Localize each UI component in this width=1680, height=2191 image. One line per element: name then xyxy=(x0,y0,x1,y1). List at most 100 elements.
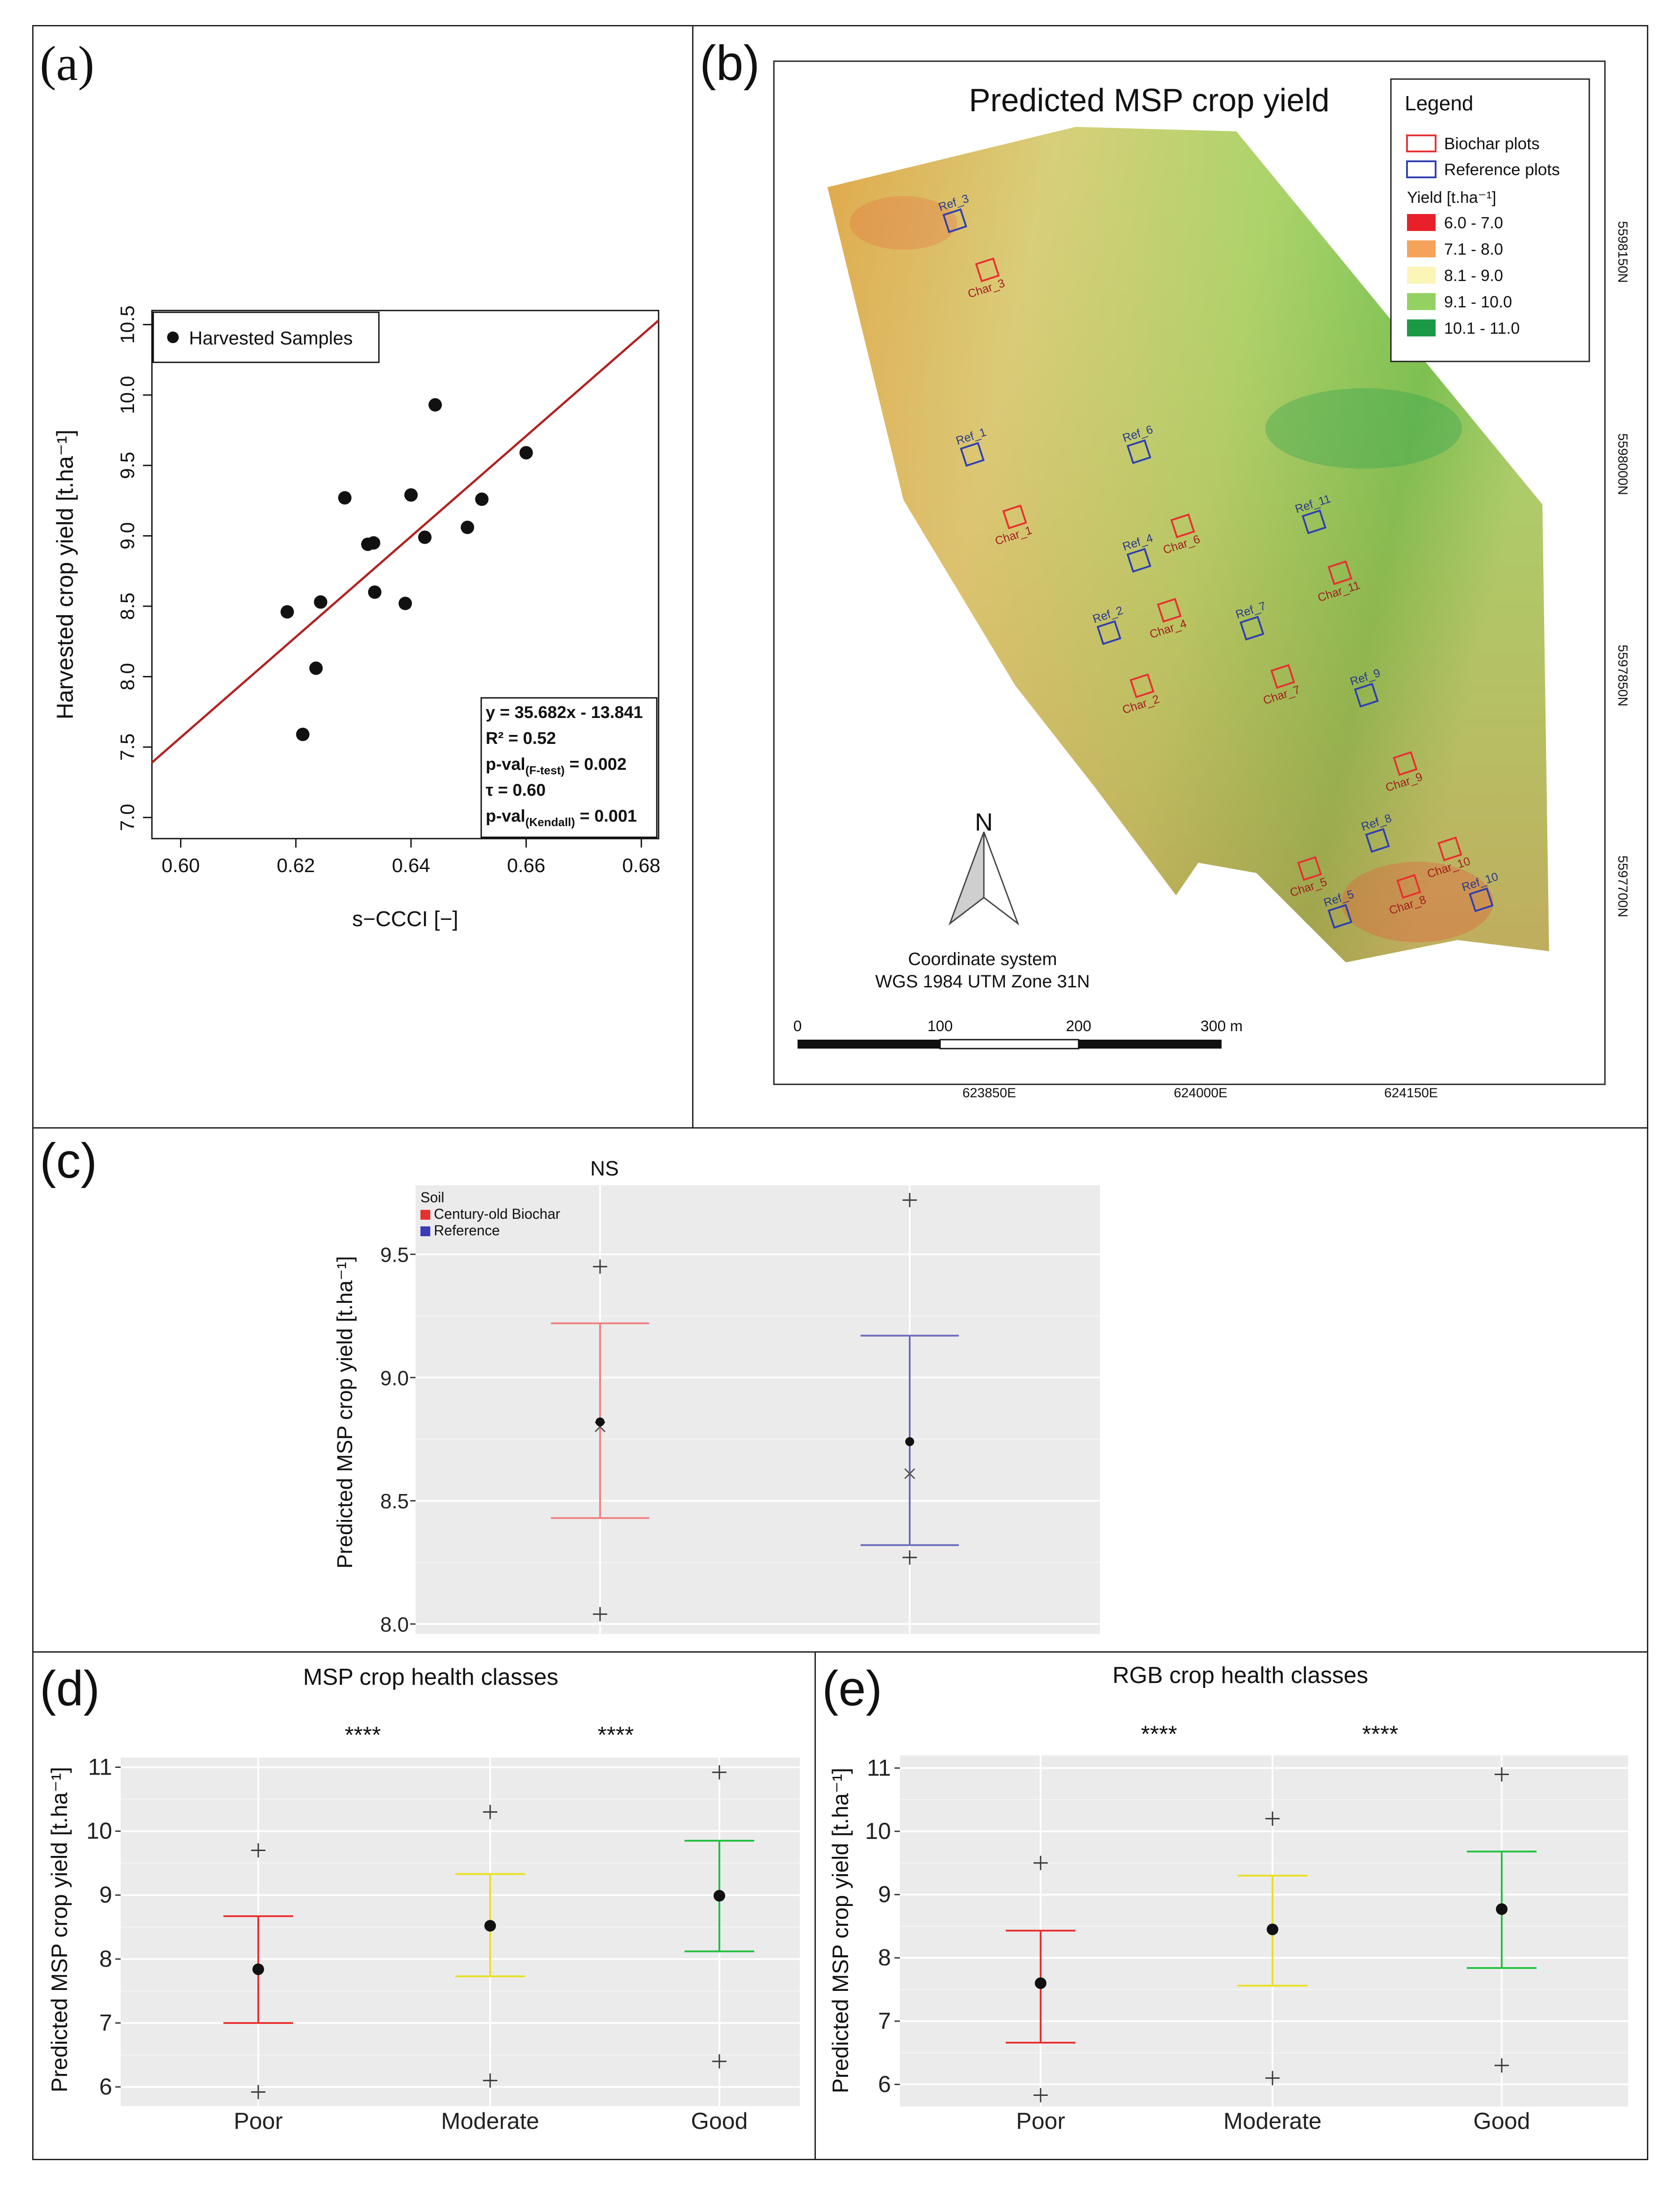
plot-a-ylabel: Harvested crop yield [t.ha⁻¹] xyxy=(52,430,78,720)
biochar-plot-marker xyxy=(1157,598,1182,623)
biochar-plot-marker xyxy=(1130,673,1155,698)
coord-system-line2: WGS 1984 UTM Zone 31N xyxy=(875,972,1090,991)
y-tick-label: 7 xyxy=(99,2010,112,2036)
plot-d-title: MSP crop health classes xyxy=(303,1664,558,1690)
plot-d-background xyxy=(121,1758,800,2106)
plot-a-axes: 0.60 0.62 0.64 0.66 0.68 7.0 7.5 8.0 8.5 9.0 9.5 10… xyxy=(117,306,660,877)
extreme-marker xyxy=(1495,2058,1509,2073)
panel-b-label: (b) xyxy=(700,36,760,91)
scale-label-100: 100 xyxy=(928,1018,953,1035)
y-tick-label: 6 xyxy=(878,2071,891,2097)
legend-class-swatch xyxy=(1407,214,1436,231)
panel-e: (e) 6 7 8 9 10 11 Poor Moderate Good RGB crop h… xyxy=(815,1651,1648,2160)
median-marker xyxy=(904,1468,916,1479)
y-tick-label: 8.5 xyxy=(117,592,139,620)
mean-point xyxy=(484,1920,496,1932)
significance-marker: **** xyxy=(345,1722,381,1748)
legend-swatch-reference xyxy=(420,1226,430,1236)
extreme-marker xyxy=(1495,1767,1509,1782)
extreme-marker xyxy=(903,1550,917,1565)
y-tick-label: 7.0 xyxy=(117,804,139,831)
y-tick-label: 8.5 xyxy=(380,1490,409,1513)
reference-plot-marker xyxy=(1469,887,1494,912)
plot-a-legend-box xyxy=(152,311,380,363)
field-low-yield-zone xyxy=(850,196,957,250)
panel-e-svg: (e) 6 7 8 9 10 11 Poor Moderate Good RGB crop h… xyxy=(822,1661,1628,2134)
category-label: Moderate xyxy=(441,2108,539,2134)
x-tick-label: 0.62 xyxy=(277,855,315,877)
plot-e-title: RGB crop health classes xyxy=(1113,1662,1368,1688)
panel-d: (d) 6 7 8 9 10 11 Poor Moderate Good MSP crop h… xyxy=(32,1651,816,2160)
mean-point xyxy=(1496,1903,1508,1915)
data-point xyxy=(461,520,475,534)
stats-lines: y = 35.682x - 13.841 R² = 0.52 p-val(F-tes… xyxy=(486,703,643,829)
data-point xyxy=(399,596,412,610)
biochar-plot-marker xyxy=(1393,751,1418,776)
regression-line xyxy=(151,319,659,764)
reference-plot-marker xyxy=(942,208,967,233)
y-tick-label: 6 xyxy=(99,2074,112,2100)
y-tick-label: 10 xyxy=(865,1818,891,1844)
reference-plot-marker xyxy=(1365,828,1390,853)
legend-class-swatch xyxy=(1407,267,1436,284)
mean-point xyxy=(905,1437,914,1446)
yield-map xyxy=(827,127,1549,962)
panel-c-label: (c) xyxy=(40,1133,97,1188)
plot-c-ylabel: Predicted MSP crop yield [t.ha⁻¹] xyxy=(333,1256,357,1568)
panel-c: (c) 8.0 8.5 9.0 9.5 NS Predicted MSP crop y… xyxy=(32,1127,1648,1653)
x-tick-label: 0.64 xyxy=(392,855,430,877)
y-tick-label: 10.5 xyxy=(117,306,139,344)
extreme-marker xyxy=(1265,1811,1280,1826)
field-shading xyxy=(827,127,1549,962)
mean-point xyxy=(1035,1977,1046,1989)
data-point xyxy=(418,530,432,544)
coord-system-line1: Coordinate system xyxy=(908,949,1057,969)
extreme-marker xyxy=(483,1805,497,1819)
reference-plot-marker xyxy=(1126,439,1151,464)
biochar-plot-marker xyxy=(1170,513,1195,538)
scale-bar-segment xyxy=(939,1039,1079,1049)
easting-label: 623850E xyxy=(962,1086,1016,1100)
map-legend-title: Legend xyxy=(1405,92,1474,115)
x-tick-label: 0.66 xyxy=(507,855,546,877)
plot-d-marks: Poor Moderate Good xyxy=(223,1765,754,2134)
legend-swatch-biochar xyxy=(420,1210,430,1220)
biochar-plot-marker xyxy=(1297,856,1322,881)
data-point xyxy=(519,446,533,460)
y-tick-label: 9.5 xyxy=(380,1243,409,1266)
mean-point xyxy=(252,1963,264,1975)
legend-reference-swatch xyxy=(1406,160,1436,178)
y-tick-label: 11 xyxy=(88,1754,112,1780)
y-tick-label: 8.0 xyxy=(380,1613,409,1636)
significance-marker: **** xyxy=(1362,1721,1399,1747)
northing-label: 5598150N xyxy=(1615,221,1630,283)
legend-label-reference: Reference xyxy=(434,1222,500,1238)
reference-plot-marker xyxy=(960,442,985,467)
plot-a-points xyxy=(280,398,533,741)
panel-d-label: (d) xyxy=(40,1661,100,1716)
map-title: Predicted MSP crop yield xyxy=(969,83,1329,118)
scale-label-200: 200 xyxy=(1066,1018,1092,1035)
northing-label: 5598000N xyxy=(1615,433,1630,495)
extreme-marker xyxy=(712,1765,727,1780)
legend-yield-title: Yield [t.ha⁻¹] xyxy=(1407,188,1496,206)
panel-a: (a) 0.60 0.62 0.64 0.66 0.68 7.0 7.5 8.0 8.5 9.0 9… xyxy=(32,25,693,1129)
data-point xyxy=(280,605,294,619)
reference-plot-marker xyxy=(1327,904,1352,929)
y-tick-label: 9.0 xyxy=(380,1366,409,1389)
legend-class-swatch xyxy=(1407,293,1436,310)
extreme-marker xyxy=(712,2054,727,2069)
legend-marker xyxy=(167,332,179,343)
plot-a-legend-label: Harvested Samples xyxy=(189,327,353,348)
north-arrow-right xyxy=(983,831,1020,926)
panel-a-svg: (a) 0.60 0.62 0.64 0.66 0.68 7.0 7.5 8.0 8.5 9.0 9… xyxy=(40,36,660,931)
plot-a-frame xyxy=(151,310,659,839)
biochar-plot-marker xyxy=(1396,874,1421,899)
legend-class-label: 7.1 - 8.0 xyxy=(1444,240,1503,258)
legend-class-label: 8.1 - 9.0 xyxy=(1444,266,1503,285)
reference-plot-marker xyxy=(1126,548,1151,573)
legend-class-label: 10.1 - 11.0 xyxy=(1444,319,1520,337)
scale-bar-segment xyxy=(1079,1040,1222,1049)
easting-label: 624150E xyxy=(1384,1086,1438,1100)
